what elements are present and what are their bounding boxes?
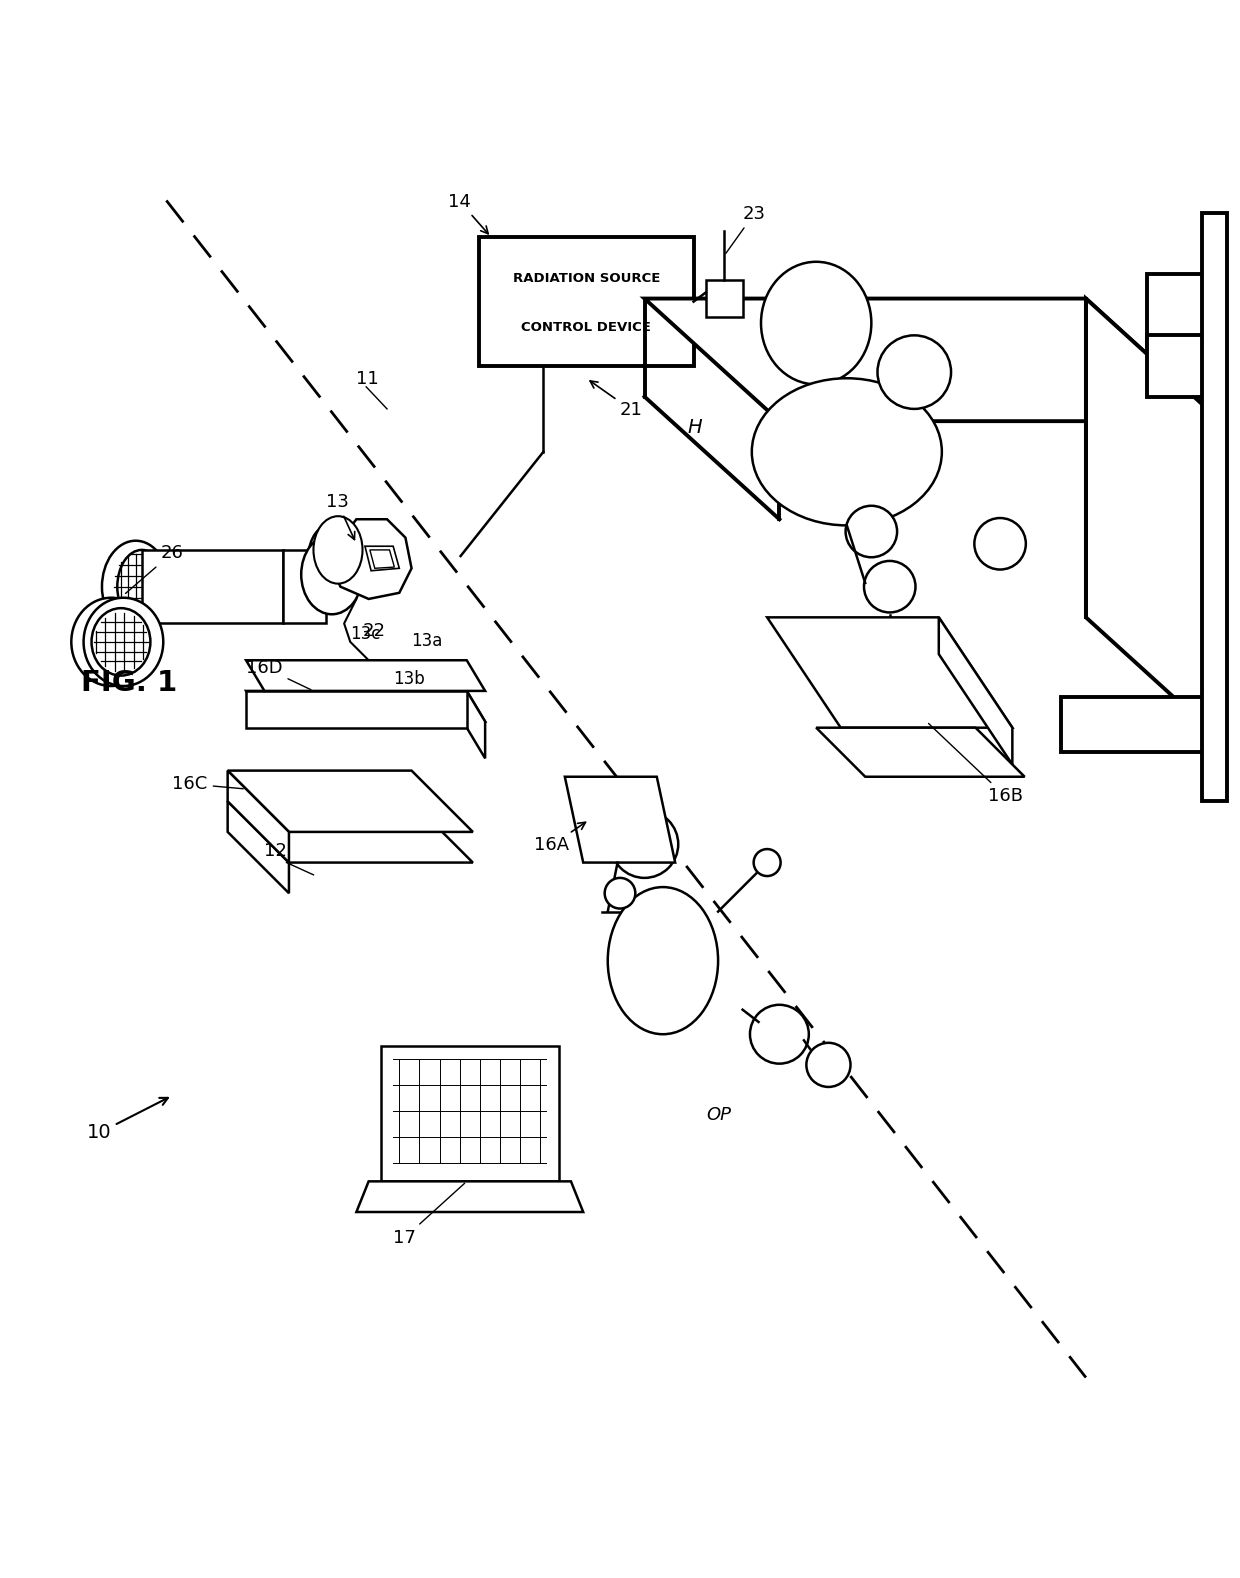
- Ellipse shape: [72, 598, 151, 686]
- Polygon shape: [228, 770, 472, 832]
- Polygon shape: [283, 549, 326, 623]
- Ellipse shape: [750, 1005, 808, 1064]
- Polygon shape: [816, 727, 1024, 776]
- Text: 13: 13: [326, 492, 355, 540]
- Polygon shape: [939, 617, 1012, 764]
- Polygon shape: [228, 802, 472, 863]
- Text: 11: 11: [356, 371, 379, 388]
- Bar: [479, 237, 693, 366]
- Polygon shape: [381, 1046, 559, 1182]
- Polygon shape: [1061, 697, 1221, 753]
- Ellipse shape: [856, 633, 924, 701]
- Bar: [706, 281, 743, 317]
- Text: 12: 12: [264, 843, 288, 860]
- Text: 16B: 16B: [929, 723, 1023, 805]
- Polygon shape: [246, 660, 485, 691]
- Text: 16C: 16C: [172, 775, 243, 794]
- Ellipse shape: [83, 598, 164, 686]
- Polygon shape: [228, 770, 289, 863]
- Ellipse shape: [975, 518, 1025, 570]
- Ellipse shape: [846, 507, 897, 557]
- Polygon shape: [645, 298, 1221, 421]
- Polygon shape: [1147, 275, 1221, 347]
- Text: RADIATION SOURCE: RADIATION SOURCE: [512, 271, 660, 286]
- Text: 14: 14: [449, 193, 489, 234]
- Text: 17: 17: [393, 1184, 465, 1247]
- Polygon shape: [1203, 213, 1226, 802]
- Polygon shape: [141, 549, 283, 623]
- Polygon shape: [365, 546, 399, 571]
- Text: 13c: 13c: [350, 625, 381, 644]
- Text: 16D: 16D: [246, 658, 311, 690]
- Polygon shape: [565, 776, 675, 863]
- Ellipse shape: [92, 608, 150, 675]
- Text: 23: 23: [725, 205, 765, 254]
- Ellipse shape: [754, 849, 781, 876]
- Ellipse shape: [806, 1043, 851, 1087]
- Ellipse shape: [301, 535, 362, 614]
- Polygon shape: [356, 1182, 583, 1212]
- Ellipse shape: [751, 379, 942, 525]
- Text: 22: 22: [362, 622, 386, 639]
- Text: OP: OP: [706, 1106, 730, 1124]
- Polygon shape: [370, 549, 394, 568]
- Text: CONTROL DEVICE: CONTROL DEVICE: [521, 320, 651, 335]
- Ellipse shape: [761, 262, 872, 385]
- Polygon shape: [246, 691, 466, 727]
- Text: 16A: 16A: [534, 822, 585, 854]
- Polygon shape: [768, 617, 1012, 727]
- Ellipse shape: [102, 541, 170, 633]
- Text: 21: 21: [590, 380, 642, 420]
- Polygon shape: [228, 802, 289, 893]
- Text: FIG. 1: FIG. 1: [81, 669, 177, 697]
- Polygon shape: [246, 691, 485, 721]
- Ellipse shape: [864, 560, 915, 612]
- Polygon shape: [332, 519, 412, 600]
- Text: 13b: 13b: [393, 669, 425, 688]
- Ellipse shape: [322, 529, 353, 571]
- Ellipse shape: [605, 877, 635, 909]
- Ellipse shape: [309, 524, 355, 589]
- Text: 13a: 13a: [412, 631, 443, 650]
- Polygon shape: [1086, 298, 1221, 740]
- Ellipse shape: [878, 336, 951, 409]
- Ellipse shape: [118, 549, 166, 623]
- Text: H: H: [687, 418, 702, 437]
- Polygon shape: [466, 691, 485, 759]
- Text: 26: 26: [125, 544, 184, 593]
- Ellipse shape: [611, 811, 678, 877]
- Text: 10: 10: [87, 1098, 167, 1142]
- Ellipse shape: [608, 887, 718, 1034]
- Ellipse shape: [314, 516, 362, 584]
- Polygon shape: [1147, 336, 1221, 396]
